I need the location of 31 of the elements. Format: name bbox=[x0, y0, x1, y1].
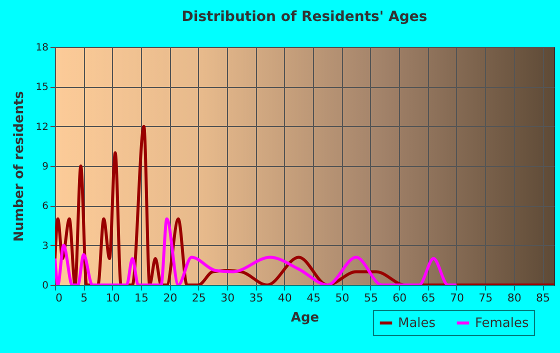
x-tick-label: 30 bbox=[220, 292, 235, 304]
x-axis-title: Age bbox=[290, 310, 320, 326]
legend-label: Females bbox=[475, 316, 530, 331]
x-tick-label: 60 bbox=[392, 292, 407, 304]
x-tick-label: 45 bbox=[306, 292, 321, 304]
legend-label: Males bbox=[398, 316, 436, 331]
y-tick-label: 12 bbox=[36, 122, 48, 133]
y-axis-title: Number of residents bbox=[12, 90, 27, 242]
x-tick-label: 25 bbox=[192, 292, 206, 304]
y-tick-label: 18 bbox=[36, 42, 48, 54]
y-tick-label: 15 bbox=[36, 82, 48, 94]
y-tick-label: 9 bbox=[42, 162, 48, 172]
chart-title: Distribution of Residents' Ages bbox=[182, 9, 428, 25]
x-tick-label: 10 bbox=[106, 292, 120, 304]
x-tick-label: 50 bbox=[335, 292, 350, 304]
x-tick-label: 75 bbox=[478, 292, 493, 304]
x-tick-label: 40 bbox=[278, 292, 292, 304]
x-tick-label: 65 bbox=[421, 292, 436, 304]
x-tick-label: 35 bbox=[249, 292, 264, 304]
y-tick-label: 0 bbox=[42, 280, 48, 292]
x-tick-label: 15 bbox=[134, 292, 149, 304]
y-tick-label: 3 bbox=[42, 240, 48, 252]
x-tick-label: 85 bbox=[536, 292, 550, 304]
x-tick-label: 80 bbox=[507, 292, 522, 304]
x-tick-label: 5 bbox=[80, 292, 88, 304]
x-tick-label: 70 bbox=[450, 292, 464, 304]
x-tick-label: 55 bbox=[364, 292, 378, 304]
line-series bbox=[55, 217, 458, 285]
x-tick-label: 0 bbox=[56, 292, 62, 304]
y-tick-label: 6 bbox=[42, 201, 48, 212]
x-tick-label: 20 bbox=[163, 292, 178, 304]
